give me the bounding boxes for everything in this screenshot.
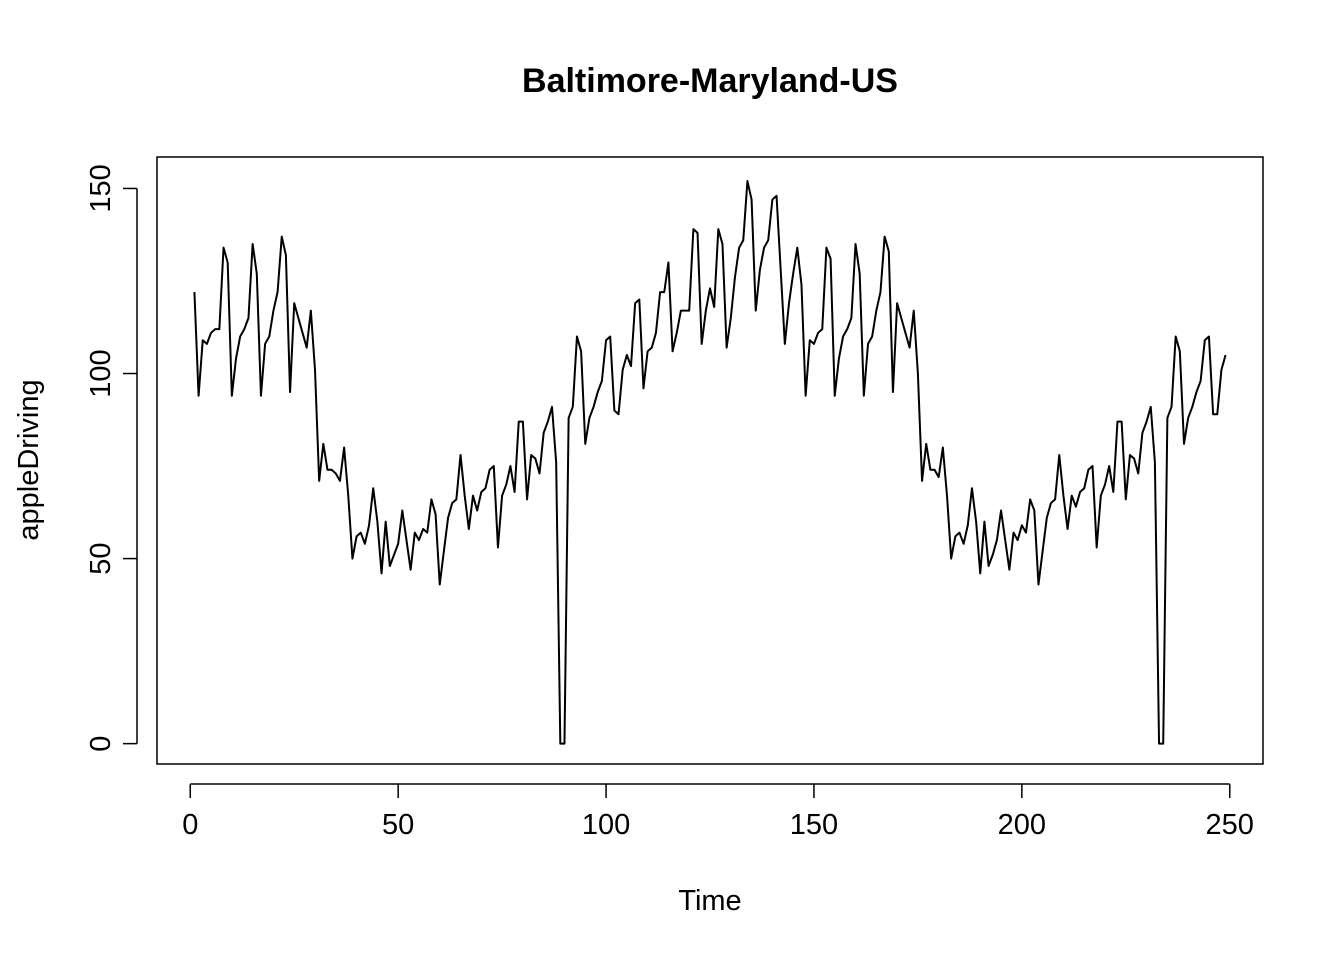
y-tick-label: 100 (85, 349, 117, 397)
x-tick-label: 150 (790, 809, 838, 841)
x-tick-label: 50 (382, 809, 414, 841)
x-tick-label: 200 (998, 809, 1046, 841)
x-tick-label: 100 (582, 809, 630, 841)
y-axis-label: appleDriving (13, 379, 45, 540)
x-tick-label: 0 (182, 809, 198, 841)
y-tick-label: 150 (85, 164, 117, 212)
plot-frame (156, 156, 1264, 765)
x-axis-label: Time (678, 885, 741, 917)
x-axis: 0 50 100 150 200 250 (182, 783, 1254, 841)
y-axis: 0 50 100 150 (85, 164, 138, 752)
y-tick-label: 0 (85, 736, 117, 752)
x-tick-label: 250 (1206, 809, 1254, 841)
y-tick-label: 50 (85, 542, 117, 574)
chart-title: Baltimore-Maryland-US (522, 62, 898, 100)
series-line (193, 180, 1227, 745)
